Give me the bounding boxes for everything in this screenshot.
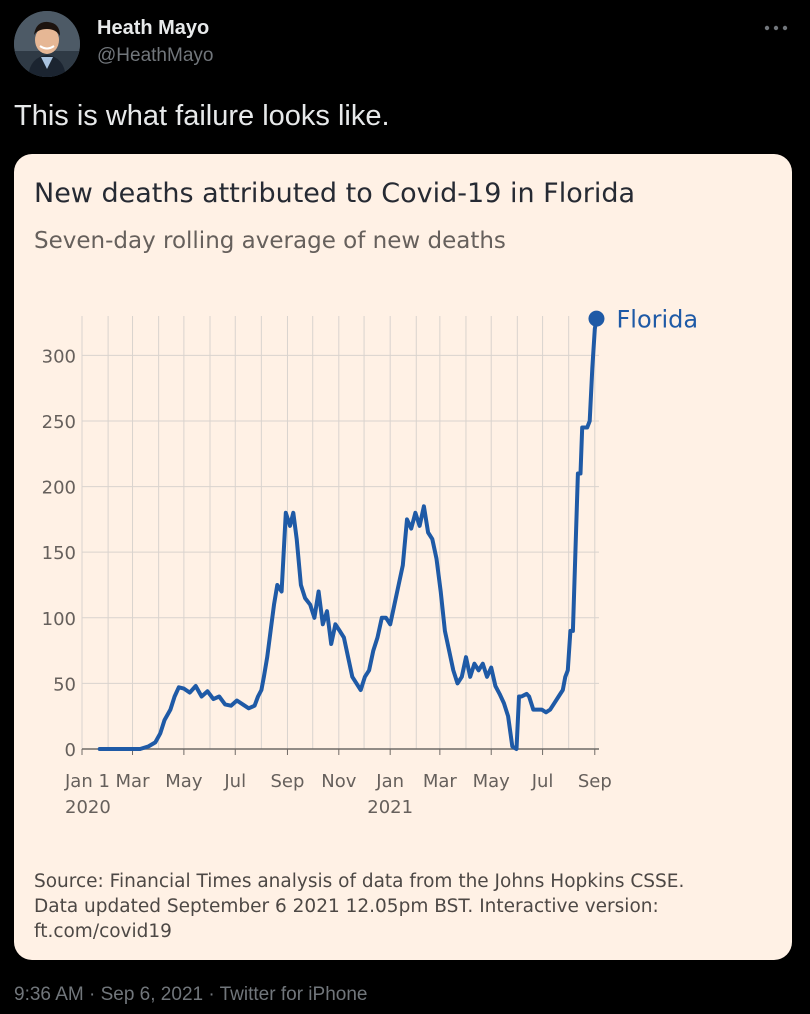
tweet-timestamp[interactable]: 9:36 AM · Sep 6, 2021 · Twitter for iPho…	[14, 984, 368, 1005]
y-tick-label: 200	[42, 478, 76, 499]
tweet-text: This is what failure looks like.	[14, 100, 390, 132]
author-name[interactable]: Heath Mayo	[97, 17, 210, 39]
source-line-2: Data updated September 6 2021 12.05pm BS…	[34, 896, 659, 917]
x-tick-label: Nov	[321, 771, 356, 792]
x-tick-year-label: 2021	[367, 797, 413, 818]
x-tick-label: Sep	[270, 771, 304, 792]
x-tick-label: Mar	[423, 771, 458, 792]
chart-title: New deaths attributed to Covid-19 in Flo…	[34, 178, 636, 209]
series-end-label: Florida	[616, 306, 698, 334]
series-line	[97, 316, 599, 751]
chart-card[interactable]: New deaths attributed to Covid-19 in Flo…	[14, 154, 792, 960]
x-tick-label: Mar	[116, 771, 151, 792]
series-end-marker	[588, 310, 605, 327]
source-link[interactable]: ft.com/covid19	[34, 921, 172, 942]
y-tick-label: 250	[42, 412, 76, 433]
y-tick-label: 300	[42, 346, 76, 367]
author-handle[interactable]: @HeathMayo	[97, 45, 214, 66]
x-tick-label: Jul	[223, 771, 246, 792]
y-tick-label: 150	[42, 543, 76, 564]
x-tick-label: Jan 1	[64, 771, 110, 792]
y-tick-label: 50	[53, 674, 76, 695]
ellipsis-icon[interactable]	[762, 18, 790, 38]
y-tick-label: 100	[42, 609, 76, 630]
x-tick-year-label: 2020	[65, 797, 111, 818]
x-tick-label: May	[165, 771, 203, 792]
source-line-1: Source: Financial Times analysis of data…	[34, 871, 685, 892]
x-tick-label: May	[473, 771, 511, 792]
x-tick-label: Sep	[578, 771, 612, 792]
y-tick-label: 0	[65, 740, 76, 761]
x-tick-label: Jan	[375, 771, 404, 792]
x-tick-label: Jul	[531, 771, 554, 792]
avatar[interactable]	[14, 11, 80, 77]
chart-subtitle: Seven-day rolling average of new deaths	[34, 228, 506, 254]
